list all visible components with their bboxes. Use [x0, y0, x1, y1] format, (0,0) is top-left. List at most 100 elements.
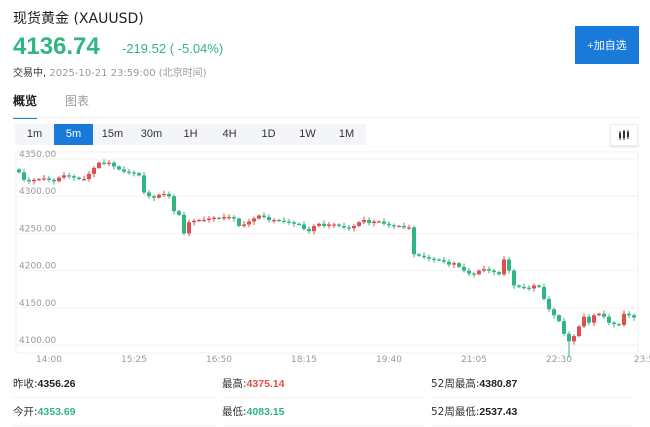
candle-body [187, 222, 191, 234]
candle-body [577, 326, 581, 337]
candle-body [487, 269, 491, 271]
current-price: 4136.74 [13, 33, 100, 60]
candle-body [27, 179, 31, 182]
candle-body [162, 193, 166, 196]
candle-body [232, 217, 236, 219]
stats-row: 今开: 4353.69 最低: 4083.15 52周最低: 2537.43 [13, 398, 640, 426]
candle-body [512, 270, 516, 286]
tab-overview[interactable]: 概览 [13, 92, 38, 119]
candle-body [72, 176, 76, 178]
period-1D[interactable]: 1D [261, 128, 276, 140]
candle-body [537, 285, 541, 287]
stat-label: 今开: [13, 406, 38, 418]
candle-body [557, 315, 561, 322]
period-15m[interactable]: 15m [101, 128, 124, 140]
candle-body [387, 223, 391, 226]
stat-value: 4356.26 [37, 377, 76, 390]
candle-body [582, 316, 586, 327]
candle-body [367, 220, 371, 223]
candle-body [397, 225, 401, 228]
period-5m[interactable]: 5m [54, 124, 93, 145]
candle-body [362, 220, 366, 223]
candle-body [97, 162, 101, 168]
x-tick-label: 23:5 [634, 355, 650, 363]
candle-body [212, 217, 216, 219]
stats-table: 昨收: 4356.26 最高: 4375.14 52周最高: 4380.87 今开: 4353… [13, 370, 640, 426]
candle-body [407, 227, 411, 229]
candle-body [147, 192, 151, 197]
period-1W[interactable]: 1W [299, 128, 316, 140]
candle-body [177, 211, 181, 215]
candle-body [502, 259, 506, 275]
candlestick-chart[interactable]: 4350.00 4300.00 4250.00 4200.00 4150.00 4100.… [0, 148, 650, 363]
candle-body [302, 224, 306, 229]
candle-body [452, 263, 456, 265]
x-tick-label: 21:05 [461, 355, 487, 363]
candle-body [172, 196, 176, 212]
candle-body [77, 177, 81, 180]
candle-body [287, 221, 291, 223]
period-1H[interactable]: 1H [183, 128, 198, 140]
candle-body [482, 269, 486, 271]
candle-body [612, 322, 616, 325]
candle-body [222, 217, 226, 219]
candle-body [182, 214, 186, 234]
candle-body [517, 285, 521, 287]
candle-body [622, 313, 626, 325]
candle-body [82, 179, 86, 181]
candle-body [152, 196, 156, 198]
add-to-watchlist-button[interactable]: +加自选 [575, 26, 639, 64]
candle-body [247, 221, 251, 225]
candle-body [262, 215, 266, 218]
x-tick-label: 14:00 [36, 355, 62, 363]
timestamp: 2025-10-21 23:59:00 (北京时间) [49, 68, 207, 79]
candle-body [47, 178, 51, 180]
period-4H[interactable]: 4H [222, 128, 237, 140]
x-tick-label: 18:15 [291, 355, 317, 363]
candle-body [267, 217, 271, 221]
candle-body [562, 321, 566, 334]
candle-body [67, 175, 71, 177]
candle-body [342, 225, 346, 228]
candle-body [277, 220, 281, 222]
candle-body [572, 336, 576, 342]
x-tick-label: 22:30 [546, 355, 572, 363]
period-30m[interactable]: 30m [140, 128, 163, 140]
candle-body [527, 287, 531, 289]
candle-body [602, 313, 606, 317]
candle-body [497, 272, 501, 275]
stat-label: 最低: [222, 406, 247, 418]
candle-body [597, 313, 601, 316]
candle-body [587, 316, 591, 323]
candle-body [37, 179, 41, 181]
stat-cell: 52周最高: 4380.87 [431, 370, 634, 398]
candle-body [192, 220, 196, 223]
stat-value: 4375.14 [246, 377, 285, 390]
candle-body [282, 220, 286, 222]
candle-body [92, 167, 96, 174]
candle-body [17, 169, 21, 173]
candle-body [477, 270, 481, 275]
candle-body [307, 228, 311, 232]
stat-label: 最高: [222, 378, 247, 390]
stat-value: 4380.87 [479, 377, 518, 390]
candle-body [412, 227, 416, 255]
candle-body [22, 172, 26, 180]
candle-body [357, 222, 361, 226]
period-selector: 1m 5m 15m 30m 1H 4H 1D 1W 1M [15, 124, 366, 145]
candle-body [102, 162, 106, 164]
candle-body [552, 309, 556, 316]
x-tick-label: 16:50 [206, 355, 232, 363]
period-1M[interactable]: 1M [338, 128, 355, 140]
y-tick-label: 4100.00 [19, 336, 56, 346]
candle-body [457, 263, 461, 267]
candle-body [122, 169, 126, 172]
tab-chart[interactable]: 图表 [65, 94, 90, 108]
candle-body [242, 224, 246, 226]
stat-cell: 今开: 4353.69 [13, 398, 216, 426]
stat-cell: 最低: 4083.15 [222, 398, 425, 426]
chart-type-button[interactable] [610, 124, 638, 146]
period-1m[interactable]: 1m [26, 128, 43, 140]
candle-body [197, 220, 201, 222]
stat-cell: 昨收: 4356.26 [13, 370, 216, 398]
